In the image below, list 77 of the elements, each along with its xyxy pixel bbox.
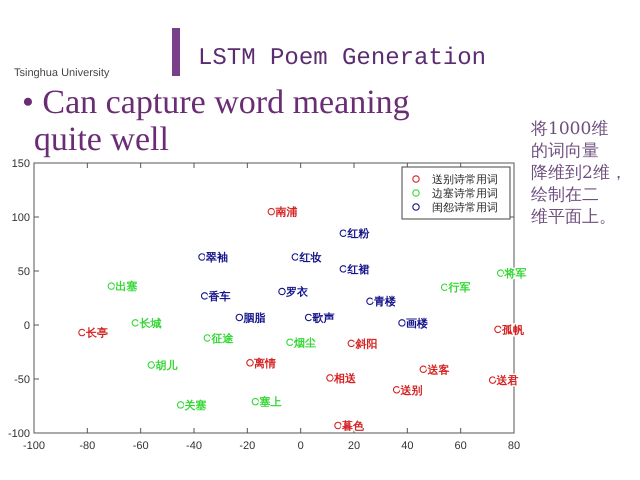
point	[132, 319, 140, 327]
data-label: 相送	[333, 372, 357, 385]
point	[420, 366, 428, 374]
data-label: 暮色	[341, 419, 365, 432]
y-tick-label: 100	[12, 212, 30, 224]
data-label: 关塞	[184, 398, 207, 412]
point	[252, 398, 260, 406]
data-label: 征途	[210, 332, 234, 345]
data-label: 出塞	[115, 280, 138, 294]
text: 将1000维的词向量降维到2维，绘制在二维平面上。	[530, 119, 627, 227]
data-label: 送客	[426, 363, 450, 376]
y-tick-label: 0	[24, 320, 30, 332]
point	[304, 314, 312, 322]
data-label: 行军	[448, 281, 471, 294]
data-label: 红妆	[298, 250, 322, 264]
data-label: 青楼	[373, 295, 397, 308]
point	[278, 288, 286, 296]
point	[176, 401, 184, 409]
point	[236, 314, 244, 322]
point	[494, 326, 502, 334]
chart-title: LSTM Poem Generation	[198, 45, 486, 72]
point	[398, 319, 406, 327]
y-tick-label: 150	[12, 158, 30, 170]
point	[286, 338, 294, 346]
x-tick-label: 20	[348, 440, 360, 452]
data-label: 胭脂	[242, 311, 266, 324]
y-tick-label: -50	[14, 374, 30, 386]
point	[200, 292, 208, 300]
point	[496, 269, 504, 277]
legend-label: 边塞诗常用词	[432, 187, 498, 200]
point	[340, 229, 348, 237]
data-label: 烟尘	[293, 336, 316, 350]
data-label: 送别	[400, 384, 423, 397]
data-label: 画楼	[406, 316, 429, 330]
data-label: 胡儿	[154, 358, 178, 372]
x-tick-label: 40	[401, 440, 414, 452]
point	[198, 253, 206, 261]
point	[440, 283, 448, 291]
point	[268, 208, 276, 216]
point	[292, 253, 300, 261]
data-label: 离情	[253, 356, 276, 370]
y-tick-label: 50	[18, 266, 30, 278]
point	[78, 328, 86, 336]
data-label: 香车	[208, 290, 231, 303]
data-label: 南浦	[274, 206, 298, 219]
point	[366, 297, 374, 305]
point	[340, 265, 348, 273]
y-tick-label: -100	[8, 428, 30, 440]
point	[334, 422, 342, 430]
chart-subtitle: • Can capture word meaning quite well	[22, 84, 410, 158]
point	[326, 374, 334, 382]
x-tick-label: -60	[132, 440, 149, 452]
x-tick-label: 80	[508, 440, 520, 452]
data-label: 红裙	[346, 262, 370, 276]
x-tick-label: -20	[239, 440, 256, 452]
x-tick-label: -80	[79, 440, 96, 452]
data-label: 斜阳	[354, 337, 378, 350]
point	[246, 359, 254, 367]
point	[204, 334, 212, 342]
text: Tsinghua University	[14, 67, 110, 79]
point	[392, 386, 400, 394]
x-tick-label: 0	[298, 440, 304, 452]
data-label: 罗衣	[285, 286, 309, 299]
data-label: 翠袖	[205, 250, 228, 264]
legend-label: 闺怨诗常用词	[432, 201, 498, 214]
data-label: 长亭	[85, 326, 108, 340]
data-label: 长城	[138, 316, 162, 330]
point	[108, 282, 116, 290]
point	[348, 340, 356, 348]
data-label: 歌声	[312, 311, 335, 324]
point	[488, 376, 496, 384]
data-label: 红粉	[346, 227, 370, 240]
point	[148, 361, 156, 369]
legend-label: 送别诗常用词	[432, 173, 498, 186]
x-tick-label: -40	[186, 440, 202, 452]
x-tick-label: 60	[454, 440, 467, 452]
data-label: 塞上	[258, 396, 282, 409]
